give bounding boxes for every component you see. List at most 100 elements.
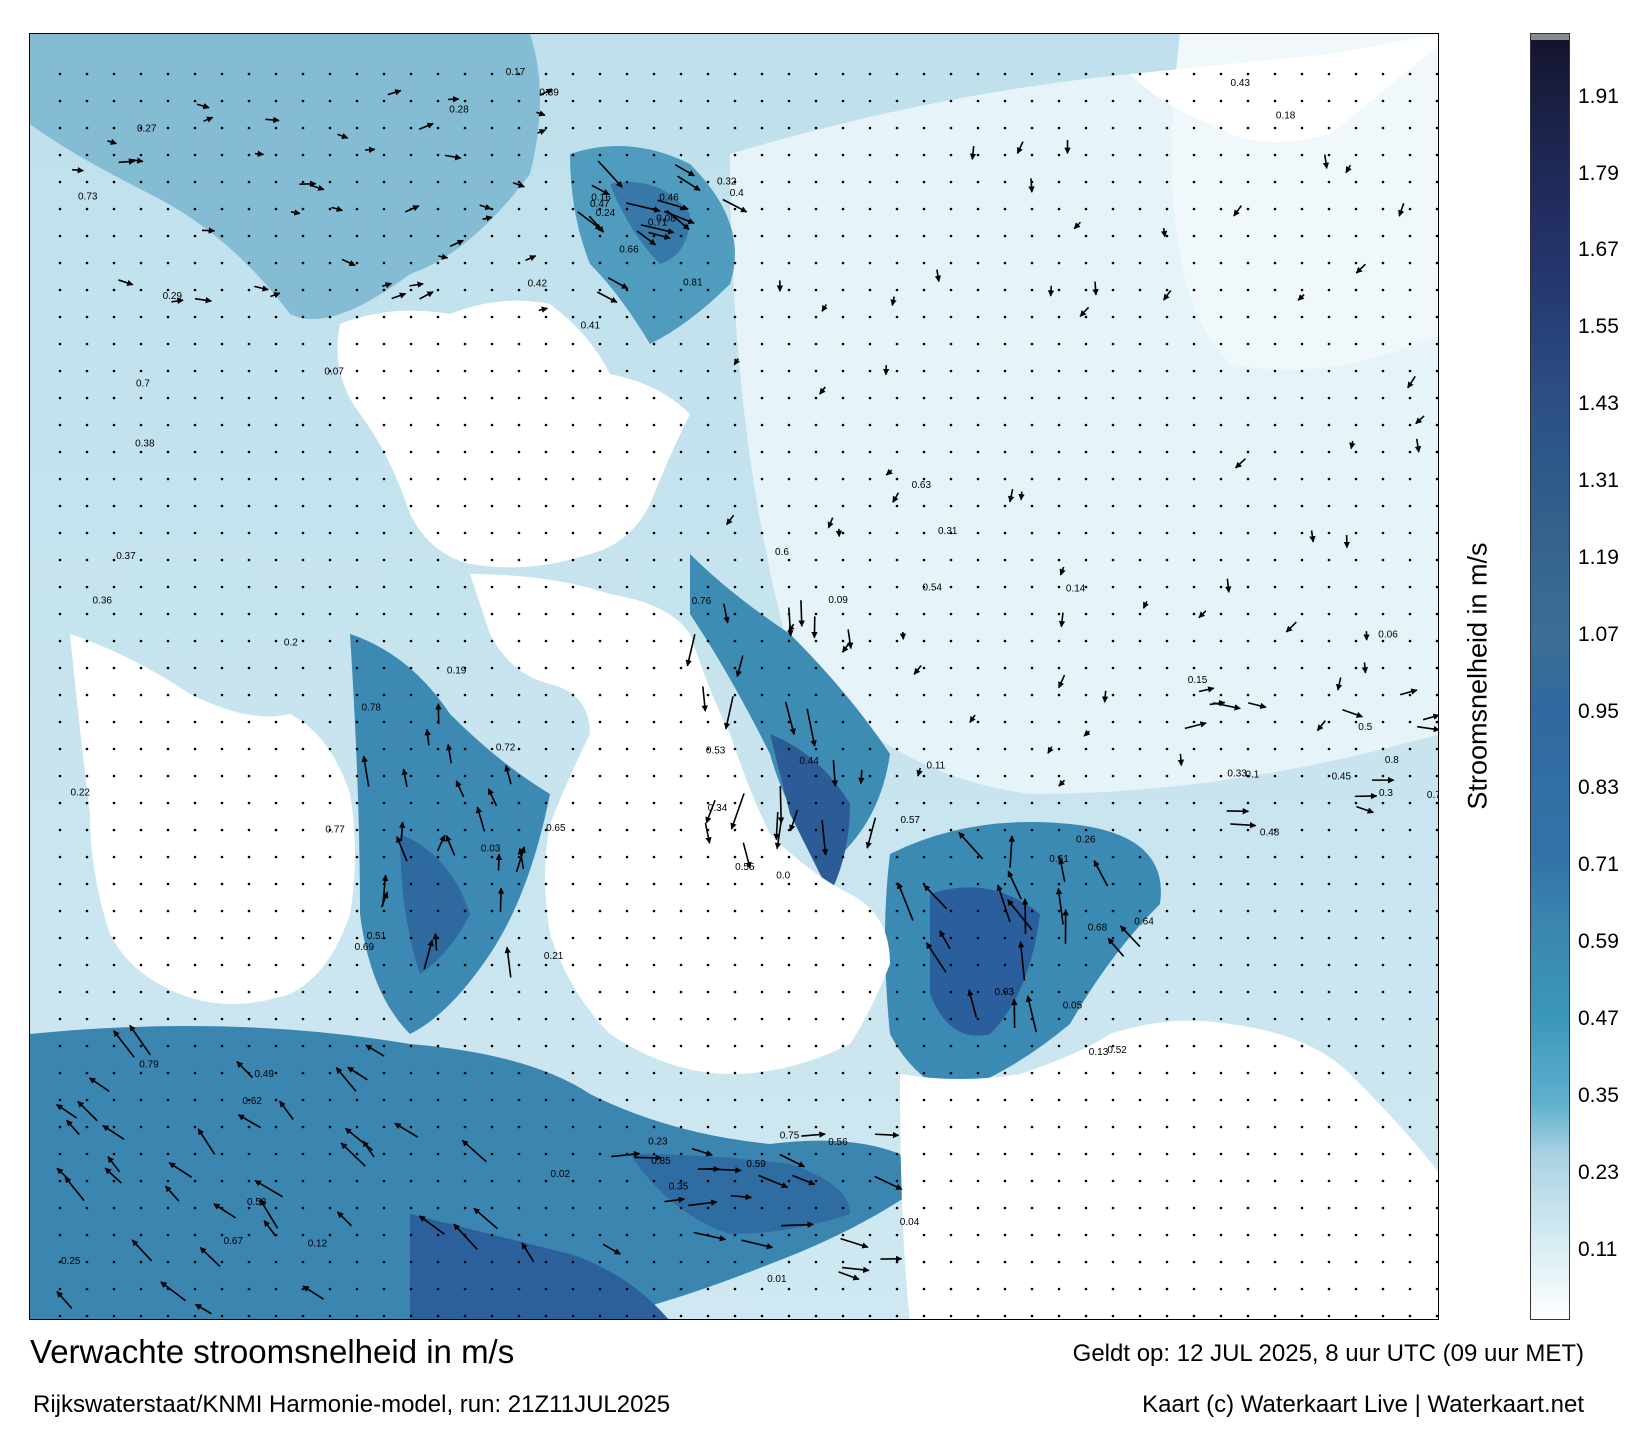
- grid-dot: [382, 153, 386, 157]
- grid-dot: [760, 639, 764, 643]
- grid-dot: [814, 855, 818, 859]
- speed-label: 0.07: [324, 367, 344, 378]
- grid-dot: [1138, 936, 1142, 940]
- grid-dot: [895, 720, 899, 724]
- grid-dot: [139, 1233, 143, 1237]
- grid-dot: [301, 909, 305, 913]
- grid-dot: [1354, 1179, 1358, 1183]
- grid-dot: [517, 207, 521, 211]
- grid-dot: [1300, 1071, 1304, 1075]
- current-arrow: [758, 1174, 789, 1189]
- grid-dot: [58, 801, 62, 805]
- grid-dot: [220, 909, 224, 913]
- grid-dot: [247, 477, 251, 481]
- grid-dot: [517, 396, 521, 400]
- grid-dot: [787, 1017, 791, 1021]
- grid-dot: [274, 720, 278, 724]
- grid-dot: [490, 315, 494, 319]
- grid-dot: [1003, 990, 1007, 994]
- grid-dot: [193, 1260, 197, 1264]
- grid-dot: [949, 288, 953, 292]
- current-arrow: [453, 1223, 478, 1250]
- current-arrow: [722, 198, 748, 213]
- grid-dot: [652, 342, 656, 346]
- grid-dot: [652, 990, 656, 994]
- grid-dot: [328, 180, 332, 184]
- grid-dot: [814, 180, 818, 184]
- speed-label: 0.62: [242, 1096, 262, 1107]
- grid-dot: [1354, 1233, 1358, 1237]
- grid-dot: [949, 963, 953, 967]
- grid-dot: [652, 531, 656, 535]
- speed-label: 0.49: [255, 1069, 275, 1080]
- grid-dot: [1111, 1314, 1115, 1318]
- grid-dot: [490, 1152, 494, 1156]
- grid-dot: [301, 261, 305, 265]
- grid-dot: [1354, 747, 1358, 751]
- grid-dot: [652, 909, 656, 913]
- grid-dot: [1246, 936, 1250, 940]
- grid-dot: [1165, 315, 1169, 319]
- speed-label: 0.72: [496, 743, 516, 754]
- grid-dot: [841, 180, 845, 184]
- grid-dot: [274, 747, 278, 751]
- grid-dot: [1300, 1152, 1304, 1156]
- grid-dot: [733, 693, 737, 697]
- grid-dot: [787, 855, 791, 859]
- grid-dot: [787, 720, 791, 724]
- grid-dot: [1111, 882, 1115, 886]
- current-arrow: [237, 1114, 262, 1129]
- grid-dot: [949, 531, 953, 535]
- grid-dot: [1192, 828, 1196, 832]
- grid-dot: [1003, 396, 1007, 400]
- grid-dot: [355, 1044, 359, 1048]
- grid-dot: [247, 1098, 251, 1102]
- current-arrow: [336, 1211, 353, 1227]
- grid-dot: [1219, 315, 1223, 319]
- grid-dot: [328, 1098, 332, 1102]
- grid-dot: [895, 423, 899, 427]
- grid-dot: [895, 1044, 899, 1048]
- grid-dot: [1084, 531, 1088, 535]
- grid-dot: [58, 1233, 62, 1237]
- speed-label: 0.01: [767, 1274, 787, 1285]
- grid-dot: [1003, 234, 1007, 238]
- grid-dot: [1381, 639, 1385, 643]
- grid-dot: [382, 126, 386, 130]
- grid-dot: [679, 234, 683, 238]
- current-arrow: [361, 755, 370, 787]
- speed-label: 0.0: [776, 871, 790, 882]
- grid-dot: [1300, 531, 1304, 535]
- grid-dot: [328, 450, 332, 454]
- grid-dot: [868, 234, 872, 238]
- grid-dot: [976, 693, 980, 697]
- current-arrow: [1198, 610, 1207, 619]
- grid-dot: [247, 180, 251, 184]
- grid-dot: [274, 585, 278, 589]
- current-arrow: [455, 780, 465, 798]
- grid-dot: [1084, 261, 1088, 265]
- speed-label: 0.85: [651, 1156, 671, 1167]
- grid-dot: [355, 423, 359, 427]
- grid-dot: [85, 882, 89, 886]
- grid-dot: [274, 936, 278, 940]
- grid-dot: [922, 1314, 926, 1318]
- grid-dot: [85, 288, 89, 292]
- grid-dot: [1354, 585, 1358, 589]
- grid-dot: [517, 126, 521, 130]
- grid-dot: [787, 423, 791, 427]
- grid-dot: [58, 315, 62, 319]
- grid-dot: [1354, 666, 1358, 670]
- speed-label: 0.44: [799, 756, 819, 767]
- grid-dot: [139, 936, 143, 940]
- grid-dot: [1165, 855, 1169, 859]
- grid-dot: [166, 936, 170, 940]
- grid-dot: [733, 828, 737, 832]
- grid-dot: [355, 180, 359, 184]
- grid-dot: [1354, 1044, 1358, 1048]
- speed-label: 0.29: [163, 291, 183, 302]
- grid-dot: [760, 774, 764, 778]
- grid-dot: [247, 855, 251, 859]
- grid-dot: [1273, 1017, 1277, 1021]
- grid-dot: [1435, 342, 1438, 346]
